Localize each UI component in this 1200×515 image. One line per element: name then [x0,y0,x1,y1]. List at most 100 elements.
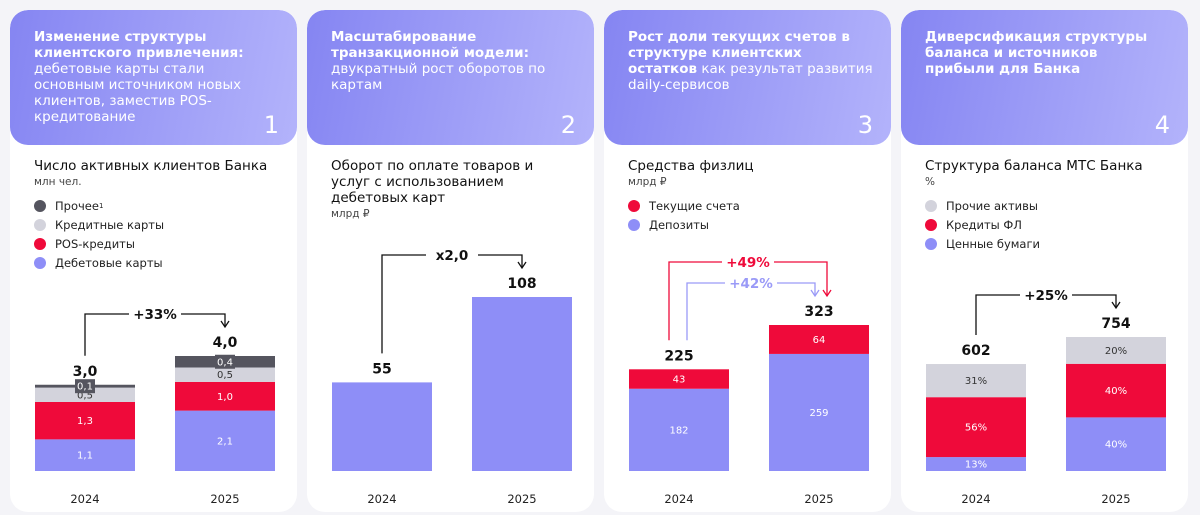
bar-segment [1066,337,1166,364]
arrow-head [517,261,527,270]
x-tick-label: 2024 [961,492,990,506]
bar-segment [1066,417,1166,471]
bar-segment [769,353,869,471]
panel: Масштабирование транзакционной модели: д… [307,10,594,512]
panel-number: 1 [263,111,279,139]
annotation: +49% [726,255,770,271]
footnote-mark: 1 [98,201,104,210]
segment-label: 1,1 [77,451,93,462]
annotation: +42% [729,276,773,292]
segment-label: 0,5 [77,390,93,401]
annotation-bg [725,274,777,292]
legend-label: Прочие активы [946,198,1039,213]
segment-label: 43 [673,375,686,386]
segment-label: 56% [965,423,987,434]
annotation-bg [722,253,774,271]
legend: Текущие счета Депозиты [628,196,868,234]
chart: 13% 56% 31% 602 2024 40% 40% 20% 754 2025 +25% [926,286,1166,506]
subheadline: двукратный рост оборотов по картам [331,61,546,93]
bar-segment [769,325,869,354]
chart: 182 43 225 2024 259 64 323 2025 +49% +42% [629,253,869,506]
bar-segment [926,457,1026,471]
bar-segment [175,410,275,471]
bar-segment [35,387,135,402]
chart-title: Средства физлиц [628,158,754,174]
legend: Прочее 1 Кредитные карты POS-кредиты Дебетов… [34,196,274,272]
segment-label: 259 [809,408,828,419]
headline: Диверсификация структуры баланса и источ… [925,29,1148,77]
legend-item: Кредитные карты [34,215,274,234]
bar-segment [35,402,135,440]
x-tick-label: 2025 [507,492,536,506]
header-text: Изменение структуры клиентского привлече… [34,29,279,125]
total-label: 55 [372,361,391,377]
header-text: Рост доли текущих счетов в структуре кли… [628,29,873,93]
segment-label: 20% [1105,346,1127,357]
panel-header: Масштабирование транзакционной модели: д… [307,10,594,145]
chart-unit: млн чел. [34,176,82,188]
legend-item: Прочее 1 [34,196,274,215]
arrow-head [220,320,230,329]
x-tick-label: 2025 [804,492,833,506]
legend-swatch [628,199,640,212]
legend-item: Текущие счета [628,196,868,215]
chart: 1,11,30,50,13,020242,11,00,50,44,02025+3… [35,305,275,506]
legend-item: Кредиты ФЛ [925,215,1165,234]
total-label: 108 [507,276,536,292]
x-tick-label: 2024 [664,492,693,506]
bar [472,297,572,471]
legend-item: Прочие активы [925,196,1165,215]
legend-item: Ценные бумаги [925,234,1165,253]
segment-label: 0,4 [217,357,233,368]
bar-segment [175,381,275,411]
chart-unit: % [925,176,935,188]
bar-segment [926,397,1026,458]
legend-label: POS-кредиты [55,236,135,251]
segment-label: 40% [1105,386,1127,397]
segment-label: 64 [813,335,826,346]
chart-text: Число активных клиентов Банка млн чел. Про… [34,158,274,272]
legend-swatch [34,218,46,231]
bar-segment [35,439,135,471]
panel: Рост доли текущих счетов в структуре кли… [604,10,891,512]
legend-label: Дебетовые карты [55,255,163,270]
headline: Изменение структуры клиентского привлече… [34,29,244,61]
legend-swatch [925,199,937,212]
chart-text: Средства физлиц млрд ₽ Текущие счета Депози… [628,158,868,234]
chart-text: Оборот по оплате товаров и услуг с испол… [331,158,571,220]
total-label: 3,0 [73,364,98,380]
header-text: Диверсификация структуры баланса и источ… [925,29,1170,77]
annotation-bg [1020,286,1072,304]
panel-header: Изменение структуры клиентского привлече… [10,10,297,145]
legend-swatch [628,218,640,231]
arrow-head [1111,301,1121,310]
legend-label: Текущие счета [649,198,740,213]
panel-header: Рост доли текущих счетов в структуре кли… [604,10,891,145]
chart-unit: млрд ₽ [331,208,370,220]
chart-title: Оборот по оплате товаров и услуг с испол… [331,158,534,206]
legend-swatch [34,237,46,250]
chart-title: Число активных клиентов Банка [34,158,268,174]
segment-label: 1,0 [217,392,233,403]
legend: Прочие активы Кредиты ФЛ Ценные бумаги [925,196,1165,253]
legend-item: Дебетовые карты [34,253,274,272]
legend-item: Депозиты [628,215,868,234]
annotation: x2,0 [436,248,469,264]
arrow-head [810,289,820,298]
segment-label: 0,5 [217,370,233,381]
segment-label: 182 [669,425,688,436]
total-label: 602 [961,343,990,359]
legend-swatch [34,199,46,212]
total-label: 225 [664,348,693,364]
segment-label: 0,1 [77,382,93,393]
bar-segment [1066,363,1166,418]
subheadline: дебетовые карты стали основным источнико… [34,61,242,125]
arrow-head [822,289,832,298]
bar-segment [629,369,729,389]
legend-swatch [34,256,46,269]
legend-label: Кредиты ФЛ [946,217,1022,232]
legend-swatch [925,218,937,231]
annotation-bg [426,246,478,264]
bar [332,382,432,471]
legend-label: Ценные бумаги [946,236,1040,251]
